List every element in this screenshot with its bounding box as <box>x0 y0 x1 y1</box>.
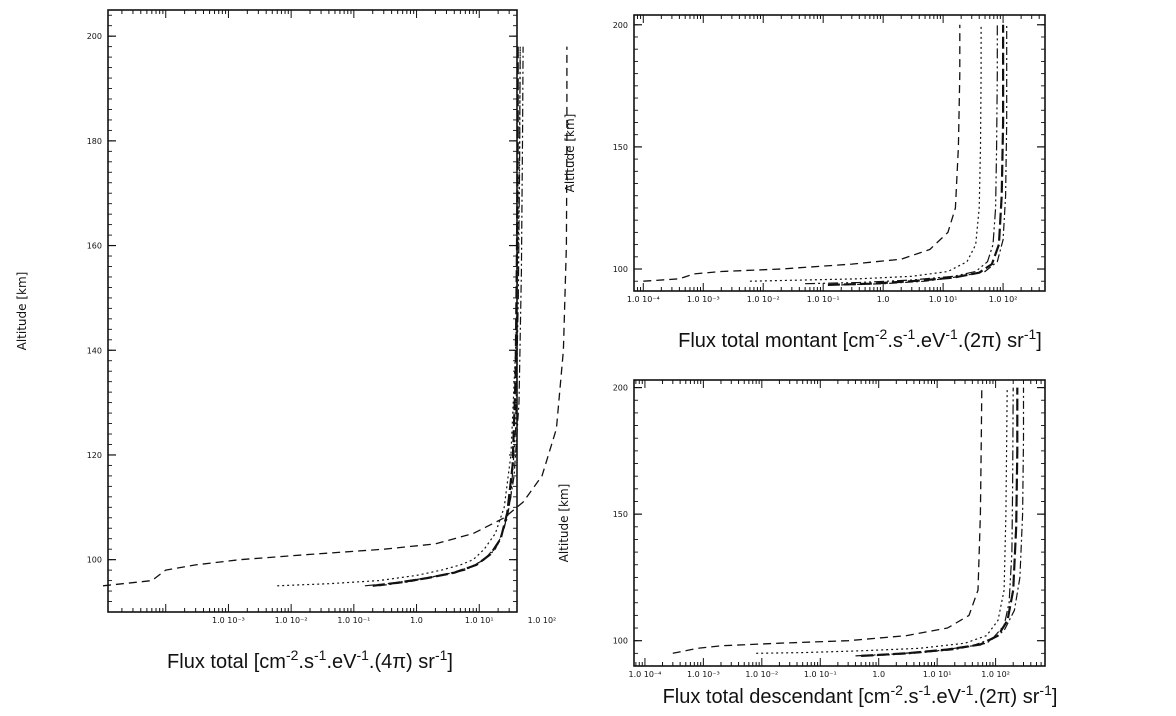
series-line-4 <box>372 46 519 587</box>
x-ticks: 1.0 10⁻⁴ 1.0 10⁻³ 1.0 10⁻² 1.0 10⁻¹ 1.0 1.0 1… <box>627 15 1046 304</box>
series-line-2 <box>277 46 521 587</box>
x-tick-label: 1.0 10¹ <box>929 295 958 304</box>
series-line-1 <box>672 387 983 654</box>
y-tick-label: 200 <box>87 32 102 41</box>
y-axis-label: Altitude [km] <box>15 272 29 351</box>
x-tick-label: 1.0 <box>410 616 423 625</box>
x-tick-label: 1.0 10¹ <box>465 616 494 625</box>
series-line-4 <box>861 387 1019 657</box>
x-tick-label: 1.0 <box>877 295 890 304</box>
y-tick-label: 150 <box>613 143 628 152</box>
plot-frame <box>633 379 1046 667</box>
y-tick-label: 140 <box>87 346 102 355</box>
x-axis-label: Flux total [cm-2.s-1.eV-1.(4π) sr-1] <box>167 647 453 673</box>
x-axis-label: Flux total montant [cm-2.s-1.eV-1.(2π) s… <box>678 326 1042 352</box>
series-line-1 <box>102 46 568 587</box>
x-tick-label: 1.0 10⁻³ <box>687 670 720 679</box>
y-tick-label: 120 <box>87 451 102 460</box>
y-tick-label: 180 <box>87 137 102 146</box>
plot-frame <box>633 14 1046 292</box>
y-tick-label: 200 <box>613 384 628 393</box>
x-tick-label: 1.0 <box>872 670 885 679</box>
x-tick-label: 1.0 10⁻¹ <box>804 670 837 679</box>
x-tick-label: 1.0 10⁻³ <box>687 295 720 304</box>
y-axis-label: Altitude [km] <box>563 114 577 193</box>
y-ticks: 100 150 200 <box>613 21 1045 282</box>
series-line-1 <box>643 24 961 282</box>
y-axis-label: Altitude [km] <box>557 484 571 563</box>
x-tick-label: 1.0 10² <box>989 295 1018 304</box>
y-tick-label: 150 <box>613 510 628 519</box>
series-line-4 <box>827 24 1005 286</box>
x-tick-label: 1.0 10⁻¹ <box>337 616 370 625</box>
x-tick-label: 1.0 10² <box>528 616 557 625</box>
y-ticks: 100 120 140 160 180 200 <box>87 14 517 613</box>
series-line-3 <box>805 24 998 285</box>
series-group <box>643 24 1008 286</box>
x-tick-label: 1.0 10⁻² <box>275 616 308 625</box>
series-group <box>672 387 1025 657</box>
x-tick-label: 1.0 10⁻¹ <box>807 295 840 304</box>
series-line-5 <box>841 24 1008 286</box>
x-tick-label: 1.0 10² <box>981 670 1010 679</box>
x-tick-label: 1.0 10⁻⁴ <box>627 295 660 304</box>
x-tick-label: 1.0 10⁻³ <box>212 616 245 625</box>
y-tick-label: 100 <box>613 637 628 646</box>
series-line-2 <box>749 24 982 282</box>
y-tick-label: 160 <box>87 242 102 251</box>
series-line-3 <box>855 387 1014 657</box>
x-ticks: 1.0 10⁻³ 1.0 10⁻² 1.0 10⁻¹ 1.0 1.0 10¹ 1.0 10… <box>121 10 557 625</box>
x-axis-label: Flux total descendant [cm-2.s-1.eV-1.(2π… <box>663 682 1058 708</box>
series-line-5 <box>378 46 524 587</box>
x-ticks: 1.0 10⁻⁴ 1.0 10⁻³ 1.0 10⁻² 1.0 10⁻¹ 1.0 1.0 1… <box>628 380 1046 679</box>
x-tick-label: 1.0 10⁻² <box>745 670 778 679</box>
y-tick-label: 100 <box>613 265 628 274</box>
x-tick-label: 1.0 10¹ <box>923 670 952 679</box>
y-tick-label: 200 <box>613 21 628 30</box>
series-line-3 <box>364 46 521 587</box>
series-group <box>102 46 568 587</box>
x-tick-label: 1.0 10⁻² <box>747 295 780 304</box>
y-ticks: 100 150 200 <box>613 384 1045 667</box>
y-tick-label: 100 <box>87 556 102 565</box>
series-line-5 <box>865 387 1025 657</box>
x-tick-label: 1.0 10⁻⁴ <box>628 670 661 679</box>
series-line-2 <box>756 387 1008 654</box>
plot-frame <box>107 9 518 613</box>
